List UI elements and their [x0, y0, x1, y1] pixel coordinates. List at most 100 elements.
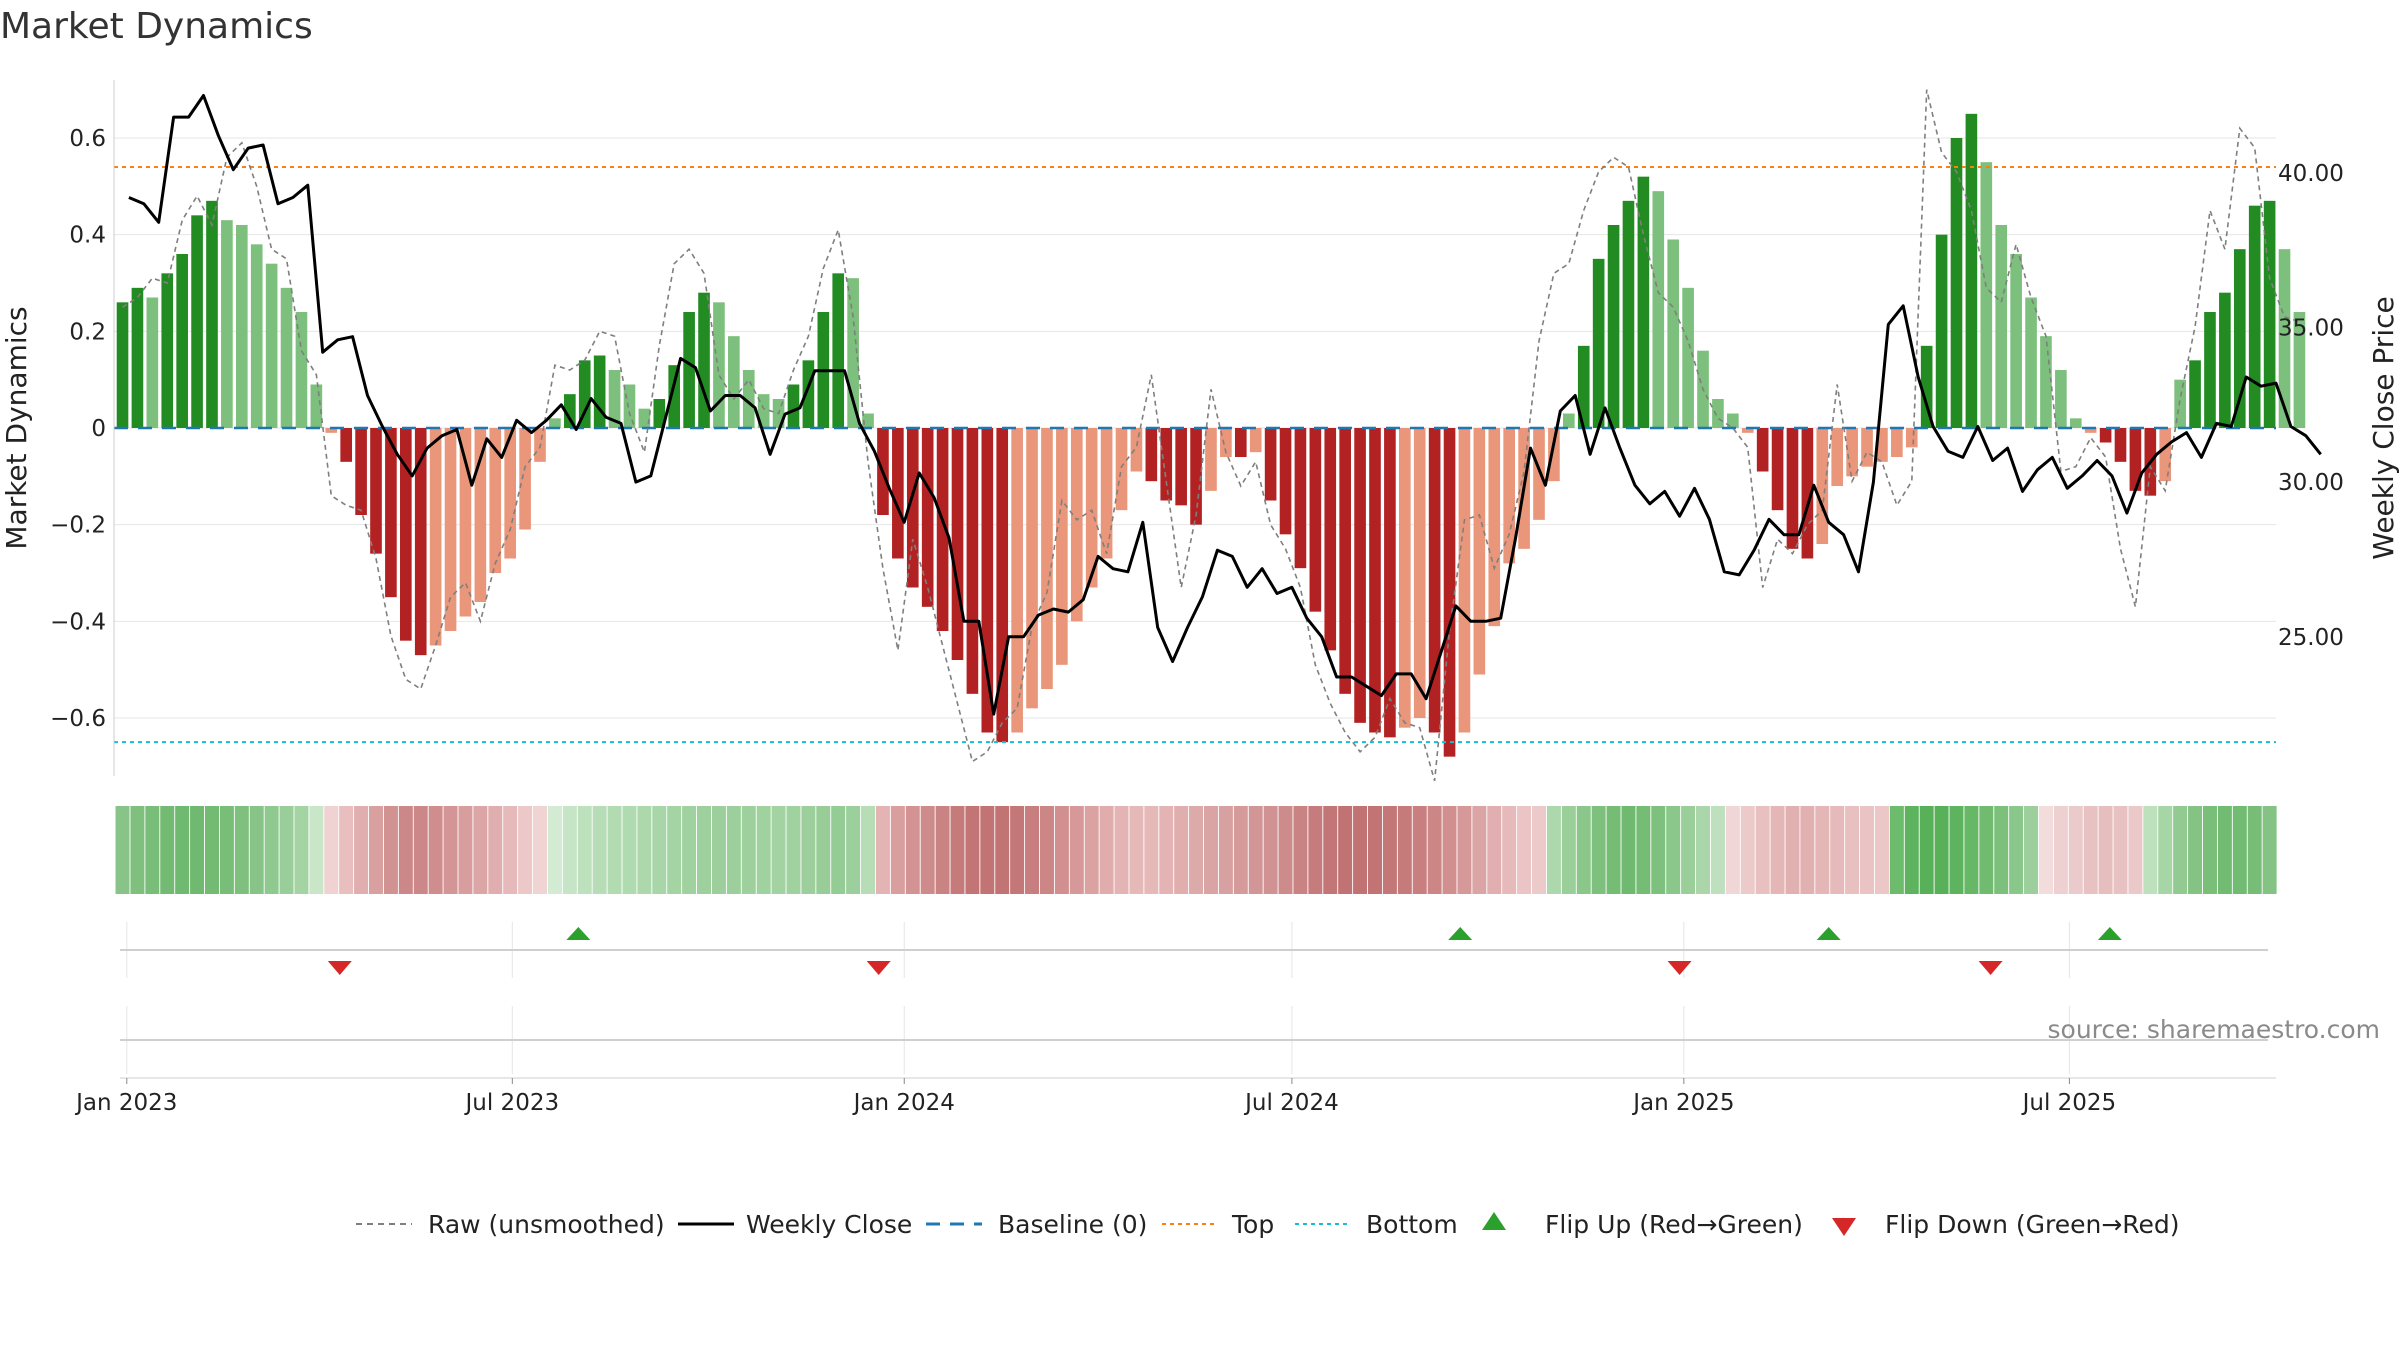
- momentum-bar: [1473, 428, 1486, 675]
- momentum-bar: [280, 287, 293, 428]
- momentum-bar: [221, 220, 233, 428]
- momentum-bar: [713, 302, 725, 428]
- y-tick-left: −0.2: [50, 513, 106, 539]
- regime-strip-cell: [2173, 806, 2188, 894]
- regime-strip-cell: [1696, 806, 1711, 894]
- momentum-bar: [1234, 428, 1247, 457]
- momentum-bar: [400, 428, 412, 641]
- flip-up-marker: [2097, 927, 2122, 940]
- momentum-bar: [1324, 428, 1337, 651]
- regime-strip-cell: [473, 806, 488, 894]
- regime-strip-cell: [1025, 806, 1040, 894]
- momentum-bar: [966, 428, 979, 694]
- regime-strip-cell: [1189, 806, 1204, 894]
- regime-strip-cell: [1397, 806, 1412, 894]
- regime-strip-cell: [2262, 806, 2277, 894]
- regime-strip-cell: [234, 806, 249, 894]
- momentum-bar: [250, 244, 263, 428]
- regime-strip-cell: [607, 806, 622, 894]
- momentum-bar: [1861, 428, 1873, 467]
- momentum-bar: [1846, 428, 1858, 477]
- chart-title: Market Dynamics: [0, 6, 313, 47]
- legend-flip-down-label: Flip Down (Green→Red): [1885, 1210, 2180, 1239]
- regime-strip-cell: [264, 806, 279, 894]
- regime-strip-cell: [965, 806, 980, 894]
- momentum-bar: [1667, 239, 1680, 428]
- regime-strip-cell: [1681, 806, 1696, 894]
- regime-strip-cell: [368, 806, 384, 894]
- momentum-bar: [1398, 428, 1411, 728]
- regime-strip-cell: [1278, 806, 1293, 894]
- momentum-bar: [832, 273, 845, 428]
- momentum-bar: [981, 428, 994, 733]
- momentum-bar: [2204, 312, 2216, 428]
- momentum-bar: [1533, 428, 1545, 520]
- source-credit: source: sharemaestro.com: [2048, 1015, 2381, 1044]
- momentum-bar: [1085, 428, 1098, 588]
- momentum-bar: [564, 394, 576, 428]
- momentum-bar: [310, 384, 323, 428]
- momentum-bar: [1026, 428, 1038, 709]
- regime-strip-cell: [1114, 806, 1129, 894]
- regime-strip-cell: [1576, 806, 1591, 894]
- regime-strip-cell: [1308, 806, 1323, 894]
- momentum-bar: [757, 394, 770, 428]
- momentum-bar: [668, 365, 681, 428]
- momentum-bar: [489, 428, 502, 573]
- momentum-bar: [1935, 234, 1948, 428]
- momentum-bar: [1160, 428, 1173, 501]
- regime-strip-cell: [1815, 806, 1830, 894]
- regime-strip-cell: [204, 806, 219, 894]
- legend-bottom-label: Bottom: [1366, 1210, 1458, 1239]
- regime-strip-cell: [1353, 806, 1368, 894]
- flip-down-marker: [1667, 961, 1692, 975]
- momentum-bar: [1205, 428, 1217, 491]
- momentum-bar: [2233, 249, 2246, 428]
- momentum-bar: [1652, 191, 1665, 428]
- momentum-bar: [2084, 428, 2097, 433]
- regime-strip-cell: [1964, 806, 1979, 894]
- regime-strip-cell: [1248, 806, 1263, 894]
- regime-strip-cell: [2113, 806, 2128, 894]
- momentum-bar: [2040, 336, 2052, 428]
- y-tick-left: −0.4: [50, 609, 106, 635]
- regime-strip-cell: [1099, 806, 1114, 894]
- momentum-bar: [1577, 345, 1590, 428]
- momentum-bar: [2263, 200, 2276, 428]
- legend-flip-up-icon: [1482, 1212, 1506, 1230]
- momentum-bar: [191, 215, 203, 428]
- regime-strip-cell: [846, 806, 861, 894]
- axes: 0.6 0.4 0.2 0 −0.2 −0.4 −0.6 40.00 35.00 30.00 25.…: [50, 80, 2344, 776]
- regime-strip-cell: [130, 806, 145, 894]
- regime-strip-cell: [1039, 806, 1054, 894]
- regime-strip-cell: [1785, 806, 1800, 894]
- momentum-bar: [742, 370, 755, 428]
- regime-strip-cell: [1770, 806, 1785, 894]
- regime-strip-cell: [1874, 806, 1889, 894]
- regime-strip-cell: [1651, 806, 1666, 894]
- regime-strip-cell: [2053, 806, 2068, 894]
- raw-series-line: [122, 89, 2300, 782]
- regime-strip-cell: [1561, 806, 1576, 894]
- momentum-bar: [1712, 399, 1724, 428]
- momentum-bar: [2055, 370, 2067, 428]
- momentum-bar: [116, 302, 129, 428]
- y-tick-left: 0: [91, 416, 106, 442]
- regime-strip-cell: [1666, 806, 1681, 894]
- momentum-bar: [1548, 428, 1560, 482]
- flip-down-marker: [1978, 961, 2003, 975]
- x-tick-label: Jul 2024: [1243, 1090, 1339, 1116]
- regime-strip-cell: [711, 806, 726, 894]
- regime-strip-cell: [1338, 806, 1353, 894]
- momentum-bar: [1995, 225, 2008, 428]
- momentum-bar: [206, 200, 218, 428]
- regime-strip-cell: [1054, 806, 1069, 894]
- regime-strip-cell: [309, 806, 324, 894]
- regime-strip-cell: [1472, 806, 1487, 894]
- momentum-bar: [1264, 428, 1277, 501]
- regime-strip-cell: [533, 806, 548, 894]
- momentum-bar: [474, 428, 487, 602]
- momentum-bar: [1100, 428, 1113, 559]
- momentum-bar: [862, 413, 874, 428]
